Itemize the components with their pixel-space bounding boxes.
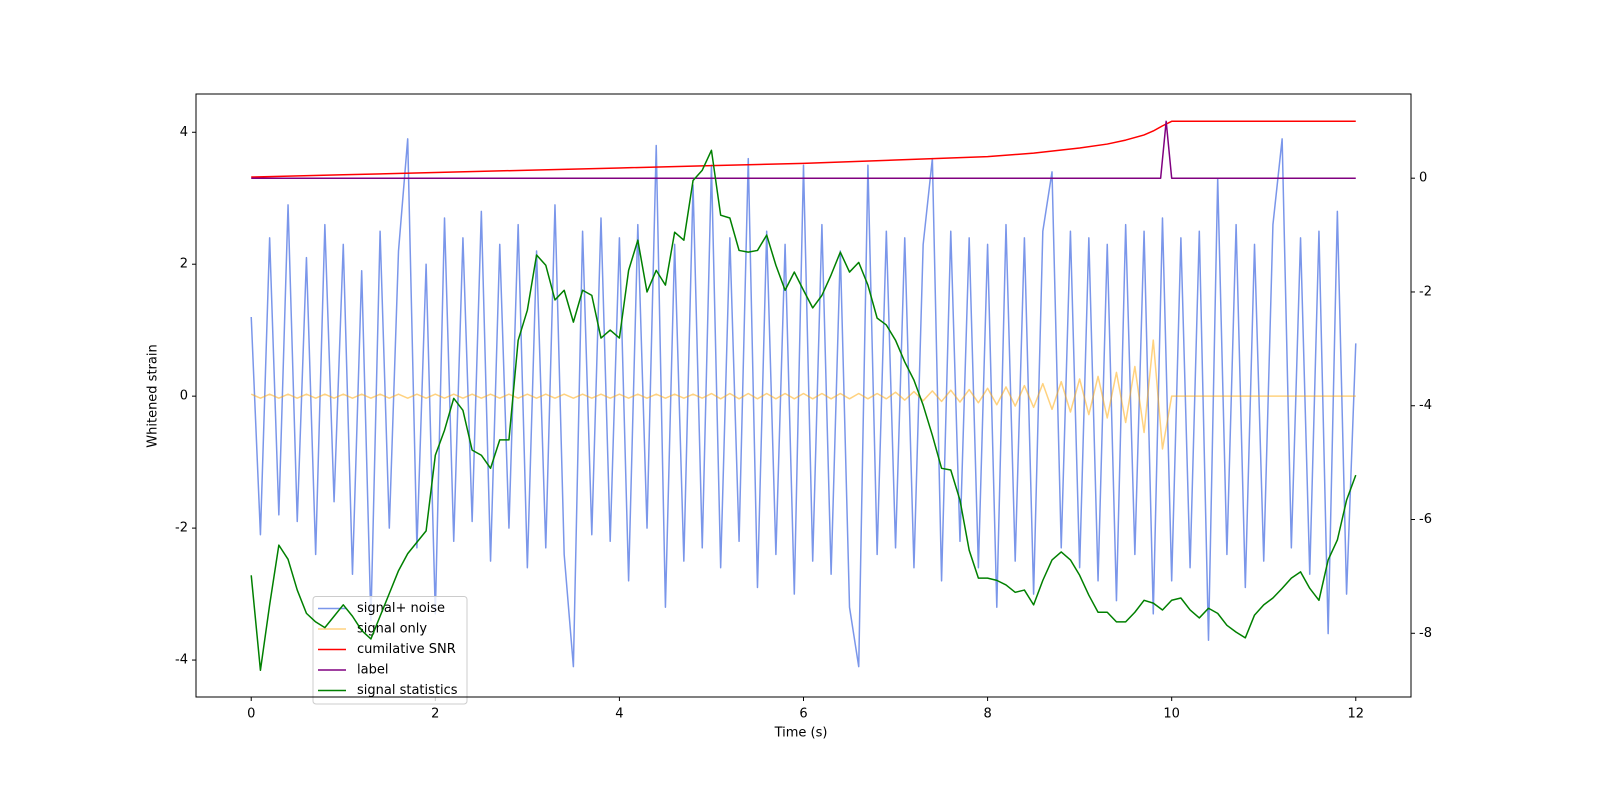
legend-label: label xyxy=(357,663,388,678)
y-tick-label: 4 xyxy=(180,125,188,140)
series-line xyxy=(250,339,1356,450)
x-tick-label: 10 xyxy=(1163,707,1180,722)
x-tick-label: 8 xyxy=(983,707,991,722)
legend-box xyxy=(312,596,468,705)
y-axis-label: Whitened strain xyxy=(146,344,161,447)
legend-label: signal only xyxy=(357,622,427,637)
series-line xyxy=(250,138,1357,668)
series-line xyxy=(250,149,1357,672)
x-tick-label: 6 xyxy=(799,707,807,722)
y-tick-label: -4 xyxy=(175,653,188,668)
legend-label: signal+ noise xyxy=(357,601,445,616)
series-line xyxy=(251,120,1356,179)
plot-frame xyxy=(195,93,1412,698)
x-tick-label: 0 xyxy=(247,707,255,722)
y2-tick-label: -2 xyxy=(1419,284,1432,299)
legend-label: cumilative SNR xyxy=(357,642,456,657)
y2-tick-label: -4 xyxy=(1419,398,1432,413)
x-tick-label: 2 xyxy=(431,707,439,722)
y-tick-label: 2 xyxy=(180,257,188,272)
y-tick-label: -2 xyxy=(175,521,188,536)
x-tick-label: 12 xyxy=(1347,707,1364,722)
y2-tick-label: 0 xyxy=(1419,171,1427,186)
y2-tick-label: -6 xyxy=(1419,512,1432,527)
x-tick-label: 4 xyxy=(615,707,623,722)
series-line xyxy=(251,120,1356,178)
y-tick-label: 0 xyxy=(180,389,188,404)
legend-label: signal statistics xyxy=(357,683,458,698)
x-axis-label: Time (s) xyxy=(774,726,828,741)
y2-tick-label: -8 xyxy=(1419,626,1432,641)
